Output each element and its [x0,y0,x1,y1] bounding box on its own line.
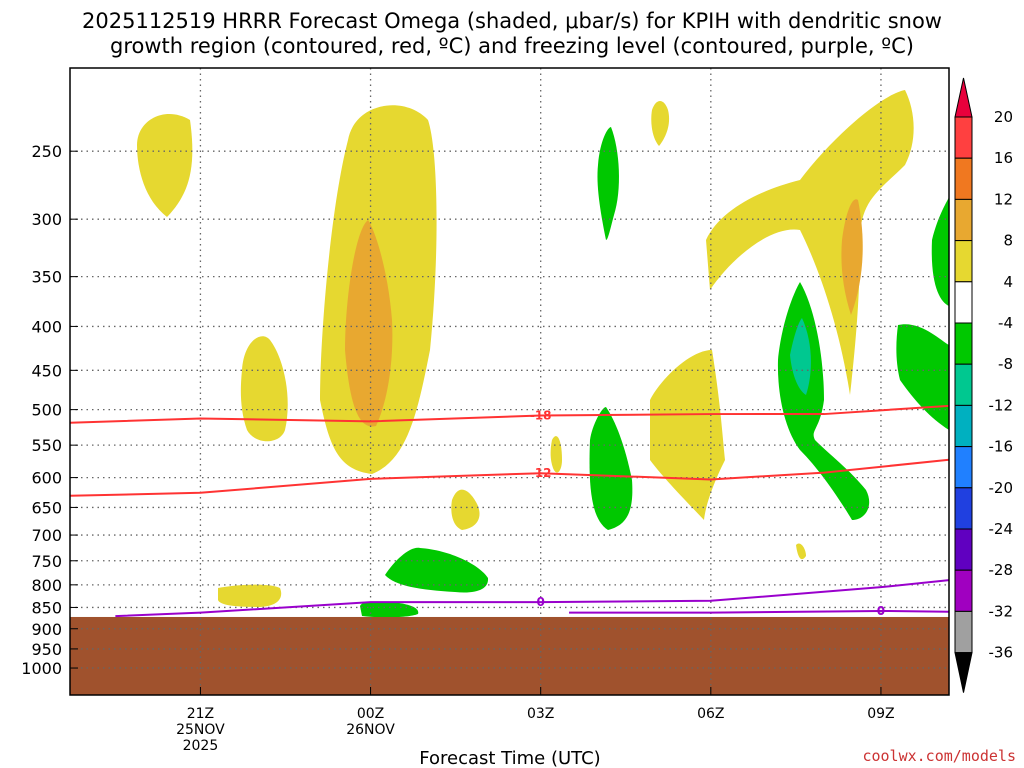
omega-region-downward-1 [597,127,620,240]
omega-region-upward-6 [651,101,670,146]
omega-region-upward-3 [240,336,288,442]
chart-title-line-2: growth region (contoured, red, ºC) and f… [110,34,914,58]
dendritic-contour-label: -12 [530,466,552,480]
y-tick-label: 450 [31,361,62,380]
y-tick-label: 500 [31,401,62,420]
omega-region-upward-5 [451,489,480,530]
colorbar-segment [954,240,973,283]
colorbar-label: 16 [994,149,1013,167]
colorbar-label: 4 [1003,273,1013,291]
plot-frame [69,67,950,696]
omega-region-upward-8 [706,90,914,395]
omega-region-downward-7 [931,197,949,306]
colorbar-label: 8 [1003,232,1013,250]
colorbar-label: -36 [989,644,1014,662]
freezing-level-contour-label: 0 [537,595,545,609]
omega-region-downward-6 [790,318,811,395]
chart-title-line-1: 2025112519 HRRR Forecast Omega (shaded, … [82,9,942,33]
omega-region-upward-4 [218,584,282,607]
y-tick-label: 750 [31,552,62,571]
freezing-level-contour-label: 0 [877,604,885,618]
omega-shading [137,90,949,618]
x-tick-label: 26NOV [346,722,395,738]
credit-text[interactable]: coolwx.com/models [862,747,1016,765]
ground-below-surface [70,616,949,695]
x-tick-label: 06Z [697,706,724,722]
y-tick-label: 850 [31,598,62,617]
y-tick-label: 550 [31,436,62,455]
colorbar-segment [954,569,973,612]
x-tick-label: 03Z [527,706,554,722]
colorbar-segment [954,363,973,406]
colorbar-segment [954,198,973,242]
colorbar-segment [954,281,973,324]
y-tick-label: 900 [31,620,62,639]
colorbar-label: -20 [989,479,1014,497]
omega-region-upward-9 [550,436,562,473]
colorbar-top-arrow [954,77,973,118]
omega-region-upward-core-2 [841,199,863,315]
x-axis: 21Z25NOV202500Z26NOV03Z06Z09Z12Z [176,687,895,754]
colorbar-label: -32 [989,602,1014,620]
x-tick-label: 2025 [183,738,219,754]
colorbar-label: -8 [998,355,1013,373]
y-tick-label: 800 [31,576,62,595]
x-tick-label: 21Z [187,706,214,722]
omega-region-upward-10 [796,543,806,560]
colorbar: 20 16 12 8 4 -4 -8 -12 -16 -20 -24 -28 -32 -36 [954,77,1014,693]
omega-region-downward-2 [589,407,633,530]
dendritic-contour [69,458,950,497]
y-axis: 250 300 350 400 450 500 550 600 650 700 750 800 850 9… [21,142,78,678]
freezing-level-contour [569,609,950,614]
y-tick-label: 650 [31,498,62,517]
omega-region-downward-3 [385,547,489,593]
colorbar-label: -24 [989,520,1014,538]
colorbar-segment [954,487,973,530]
y-tick-label: 600 [31,469,62,488]
omega-region-downward-4 [360,601,419,618]
omega-region-downward-8 [896,324,949,430]
dendritic-contour [69,404,950,424]
y-tick-label: 950 [31,640,62,659]
colorbar-segment [954,157,973,200]
colorbar-label: -12 [989,396,1014,414]
y-tick-label: 350 [31,268,62,287]
contour-lines: -18 -12 0 0 [69,404,950,618]
colorbar-segment [954,404,973,448]
colorbar-segment [954,528,973,571]
omega-region-upward-1 [137,114,193,217]
x-axis-title: Forecast Time (UTC) [419,748,600,768]
y-tick-label: 1000 [21,659,62,678]
colorbar-label: -4 [998,314,1013,332]
colorbar-label: -28 [989,561,1014,579]
gridlines [70,68,949,695]
colorbar-segment [954,446,973,489]
colorbar-label: 12 [994,190,1013,208]
x-tick-label: 00Z [357,706,384,722]
y-tick-label: 700 [31,526,62,545]
colorbar-segment [954,610,973,654]
colorbar-label: 20 [994,108,1013,126]
freezing-level-contour [115,579,950,618]
colorbar-bottom-arrow [954,652,973,693]
colorbar-segment [954,322,973,365]
x-tick-label: 25NOV [176,722,225,738]
colorbar-label: -16 [989,438,1014,456]
x-tick-label: 09Z [867,706,894,722]
y-tick-label: 250 [31,142,62,161]
colorbar-segment [954,116,973,159]
y-tick-label: 400 [31,317,62,336]
y-tick-label: 300 [31,210,62,229]
omega-region-upward-core [345,220,393,427]
dendritic-contour-label: -18 [530,409,552,423]
